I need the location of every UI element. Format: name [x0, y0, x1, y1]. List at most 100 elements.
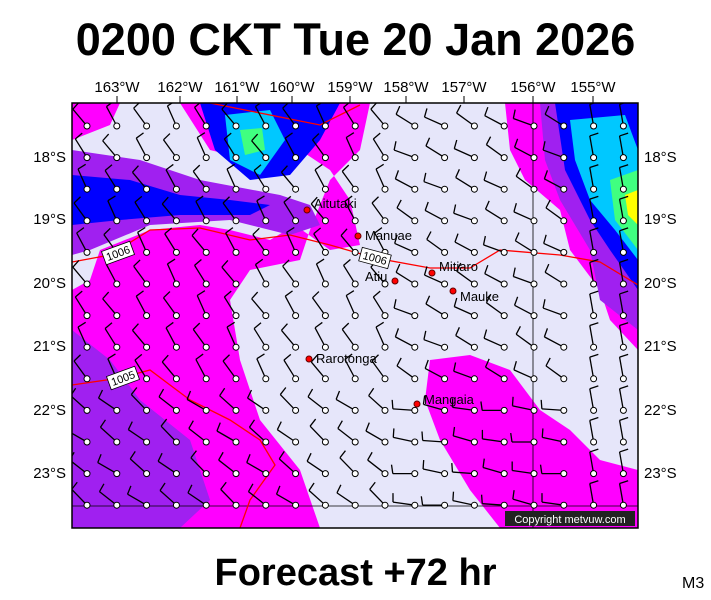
wind-barb [246, 454, 270, 478]
wind-barb [451, 463, 478, 478]
wind-barb [618, 480, 629, 509]
wind-barb [280, 165, 300, 193]
wind-barb [225, 227, 240, 256]
wind-barb [160, 418, 180, 446]
wind-barb [342, 259, 359, 288]
forecast-label: Forecast +72 hr [214, 552, 497, 594]
wind-barb [159, 482, 180, 509]
wind-barb [513, 361, 538, 383]
wind-barb [618, 290, 629, 320]
wind-barb [481, 429, 508, 446]
wind-barb [226, 321, 240, 351]
wind-barb [513, 203, 538, 225]
wind-barb [73, 196, 91, 225]
wind-barb [618, 227, 629, 256]
wind-barb [105, 103, 121, 130]
wind-barb [483, 171, 508, 193]
lon-label: 158°W [383, 79, 429, 96]
lat-label: 22°S [33, 402, 66, 419]
wind-barb [544, 263, 568, 288]
wind-barb [375, 321, 389, 351]
wind-barb [589, 227, 599, 256]
wind-barb [589, 353, 599, 383]
lon-label: 162°W [157, 79, 203, 96]
wind-barb [589, 132, 599, 162]
wind-barb [102, 291, 121, 320]
wind-barb [107, 195, 121, 225]
wind-barb [589, 416, 599, 446]
wind-barb [135, 132, 151, 162]
wind-barb [254, 103, 270, 130]
place-label: Mauke [460, 289, 499, 304]
wind-barb [195, 353, 210, 383]
wind-barb [345, 132, 359, 162]
wind-barb [275, 485, 300, 509]
wind-barb [365, 422, 389, 446]
place-marker [428, 269, 436, 277]
wind-barb [395, 105, 419, 130]
wind-barb [157, 452, 180, 478]
wind-barb [196, 132, 210, 162]
wind-barb [279, 387, 300, 414]
wind-barb [371, 354, 389, 383]
wind-barb [134, 195, 151, 225]
wind-barb [424, 359, 449, 383]
wind-barb [589, 103, 598, 130]
wind-barb [511, 396, 538, 414]
wind-barb [187, 484, 210, 509]
wind-barb [483, 329, 508, 351]
wind-barb [222, 354, 240, 383]
wind-barb [256, 195, 270, 225]
wind-barb [455, 327, 478, 351]
lat-label: 20°S [33, 275, 66, 292]
wind-barb [451, 398, 478, 414]
wind-barb [193, 103, 210, 130]
wind-barb [247, 483, 270, 509]
wind-barb [131, 165, 151, 193]
wind-barb [73, 354, 91, 383]
wind-barb [618, 353, 629, 383]
map-frame [71, 102, 639, 529]
wind-barb [396, 357, 419, 383]
wind-barb [190, 450, 210, 478]
wind-barb [251, 291, 270, 320]
lon-label: 163°W [94, 79, 140, 96]
map-title: 0200 CKT Tue 20 Jan 2026 [75, 14, 636, 65]
wind-barb [286, 226, 300, 256]
wind-barb [309, 418, 329, 446]
place-marker [449, 287, 457, 295]
wind-barb [541, 428, 568, 446]
wind-barb [164, 227, 180, 256]
wind-barb [589, 480, 599, 509]
wind-barb [280, 323, 300, 351]
wind-barb [390, 464, 419, 478]
wind-barb [369, 481, 389, 509]
lat-label: 21°S [644, 338, 677, 355]
wind-barb [126, 485, 151, 509]
wind-barb [74, 290, 91, 320]
wind-barb [541, 493, 568, 509]
wind-barb [423, 330, 449, 351]
place-label: Manuae [365, 228, 412, 243]
wind-barb [618, 385, 629, 414]
wind-barb [391, 399, 419, 414]
wind-barb [104, 164, 121, 193]
wind-barb [165, 163, 180, 193]
wind-barb [77, 321, 91, 351]
wind-barb [248, 419, 270, 446]
wind-barb [246, 389, 270, 414]
wind-barb [313, 227, 329, 256]
wind-barb [162, 133, 180, 162]
wind-barb [335, 390, 359, 414]
wind-barb [336, 484, 359, 509]
wind-barb [188, 420, 210, 446]
wind-barb [455, 169, 478, 193]
wind-barb [375, 163, 389, 193]
wind-barb [283, 353, 300, 383]
wind-barb [392, 493, 419, 509]
wind-barb [425, 295, 449, 320]
wind-barb [129, 451, 151, 478]
wind-barb [193, 259, 210, 288]
copyright-text: Copyright metvuw.com [514, 514, 625, 526]
wind-barb [307, 388, 329, 414]
